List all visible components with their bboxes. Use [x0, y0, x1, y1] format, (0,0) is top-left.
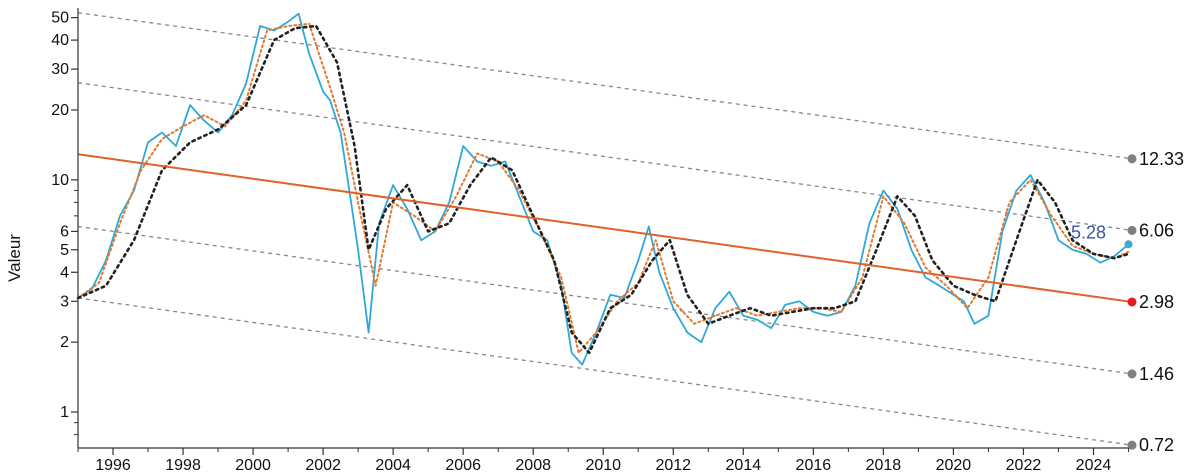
- regression-end-label: 2.98: [1139, 292, 1174, 312]
- regression-line: [77, 153, 1133, 303]
- x-tick-label-1: 1998: [165, 457, 201, 473]
- series-line-2: [76, 24, 1130, 355]
- channel-end-marker-0: [1127, 154, 1137, 164]
- channel-end-marker-1: [1127, 225, 1137, 235]
- channel-end-label-0: 12.33: [1139, 149, 1184, 169]
- axes: 1 2 3 4 5 6 10 20 30 40 50 1996 1998 2000 2002 2004 2006…: [51, 8, 1132, 473]
- end-labels: 12.33 6.06 1.46 0.72 2.98: [1124, 149, 1184, 455]
- series-line-1: [77, 22, 1130, 354]
- channel-end-marker-3: [1127, 440, 1137, 450]
- y-tick-label-9: 40: [51, 32, 69, 49]
- x-tick-label-10: 2016: [796, 457, 832, 473]
- x-tick-label-8: 2012: [655, 457, 691, 473]
- channel-end-marker-2: [1127, 369, 1137, 379]
- series-line-0: [77, 12, 1130, 366]
- x-tick-label-9: 2014: [726, 457, 762, 473]
- channel-end-label-3: 0.72: [1139, 435, 1174, 455]
- x-tick-label-4: 2004: [375, 457, 411, 473]
- x-tick-label-2: 2000: [235, 457, 271, 473]
- y-tick-label-5: 6: [60, 223, 69, 240]
- y-tick-label-1: 2: [60, 334, 69, 351]
- x-tick-label-0: 1996: [95, 457, 131, 473]
- y-tick-label-6: 10: [51, 172, 69, 189]
- x-tick-label-6: 2008: [515, 457, 551, 473]
- channel-line-0: [77, 12, 1133, 160]
- channel-line-1: [77, 82, 1133, 232]
- x-tick-label-13: 2022: [1006, 457, 1042, 473]
- y-tick-label-4: 5: [60, 242, 69, 259]
- regression-end-marker: [1127, 297, 1137, 307]
- x-tick-label-3: 2002: [305, 457, 341, 473]
- y-axis-label: Valeur: [5, 234, 24, 282]
- y-tick-label-7: 20: [51, 102, 69, 119]
- y-tick-label-10: 50: [51, 10, 69, 27]
- channel-lines: [77, 12, 1133, 446]
- channel-line-3: [77, 297, 1133, 446]
- channel-end-label-2: 1.46: [1139, 364, 1174, 384]
- series-lines: [76, 12, 1130, 366]
- y-tick-label-0: 1: [60, 404, 69, 421]
- current-value-marker: [1124, 240, 1133, 249]
- y-tick-label-3: 4: [60, 264, 69, 281]
- x-tick-label-7: 2010: [585, 457, 621, 473]
- channel-line-2: [77, 225, 1133, 375]
- y-tick-label-8: 30: [51, 61, 69, 78]
- x-tick-label-12: 2020: [936, 457, 972, 473]
- y-tick-label-2: 3: [60, 293, 69, 310]
- x-tick-label-11: 2018: [866, 457, 902, 473]
- channel-end-label-1: 6.06: [1139, 220, 1174, 240]
- regression-line: [77, 153, 1133, 303]
- current-value-label: 5.28: [1071, 222, 1106, 242]
- x-tick-label-5: 2006: [445, 457, 481, 473]
- x-tick-label-14: 2024: [1076, 457, 1112, 473]
